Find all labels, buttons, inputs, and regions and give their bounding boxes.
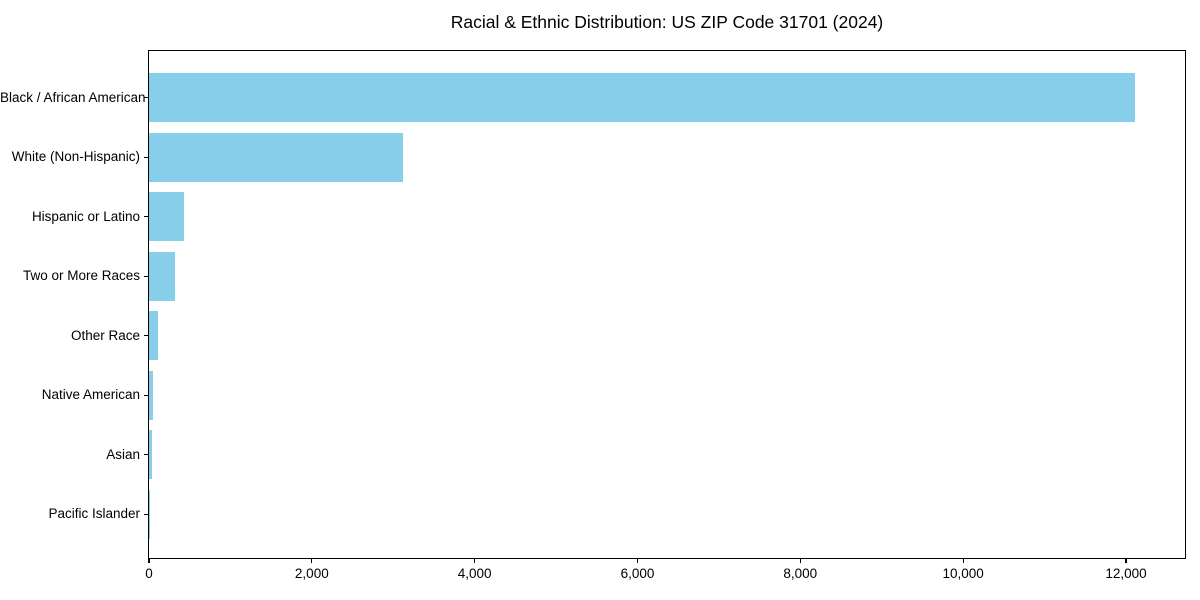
bar-asian — [149, 430, 153, 480]
x-tick-label: 8,000 — [783, 566, 818, 581]
y-tick-label: Native American — [41, 387, 140, 403]
y-tick-label: Other Race — [70, 327, 140, 343]
x-tick-label: 12,000 — [1105, 566, 1147, 581]
y-tick-label: Two or More Races — [22, 268, 140, 284]
y-tick-mark — [144, 394, 148, 396]
x-tick-label: 4,000 — [457, 566, 492, 581]
x-tick-mark — [311, 559, 313, 563]
x-tick-label: 6,000 — [620, 566, 655, 581]
y-tick-label: Black / African American — [0, 89, 146, 105]
y-tick-label: Pacific Islander — [48, 506, 140, 522]
y-tick-mark — [144, 97, 148, 99]
bar-white-non-hispanic — [149, 132, 403, 182]
x-tick-mark — [148, 559, 150, 563]
chart-title: Racial & Ethnic Distribution: US ZIP Cod… — [450, 12, 884, 32]
y-tick-mark — [144, 216, 148, 218]
x-tick-mark — [1125, 559, 1127, 563]
bar-other-race — [149, 311, 158, 361]
y-tick-mark — [144, 454, 148, 456]
x-tick-label: 0 — [145, 566, 153, 581]
plot-area — [148, 50, 1186, 559]
x-tick-label: 10,000 — [942, 566, 984, 581]
bar-native-american — [149, 370, 153, 420]
y-tick-label: White (Non-Hispanic) — [11, 149, 140, 165]
y-tick-mark — [144, 335, 148, 337]
y-tick-mark — [144, 156, 148, 158]
bar-hispanic-or-latino — [149, 192, 184, 242]
x-tick-mark — [636, 559, 639, 563]
bar-two-or-more-races — [149, 251, 175, 301]
y-tick-mark — [144, 513, 148, 516]
x-tick-mark — [962, 559, 964, 563]
x-tick-label: 2,000 — [294, 566, 329, 581]
y-tick-mark — [144, 275, 148, 277]
x-tick-mark — [474, 559, 476, 563]
y-tick-label: Hispanic or Latino — [31, 208, 140, 224]
y-tick-label: Asian — [106, 446, 140, 462]
x-tick-mark — [799, 559, 801, 563]
bar-black-african-american — [149, 73, 1135, 122]
